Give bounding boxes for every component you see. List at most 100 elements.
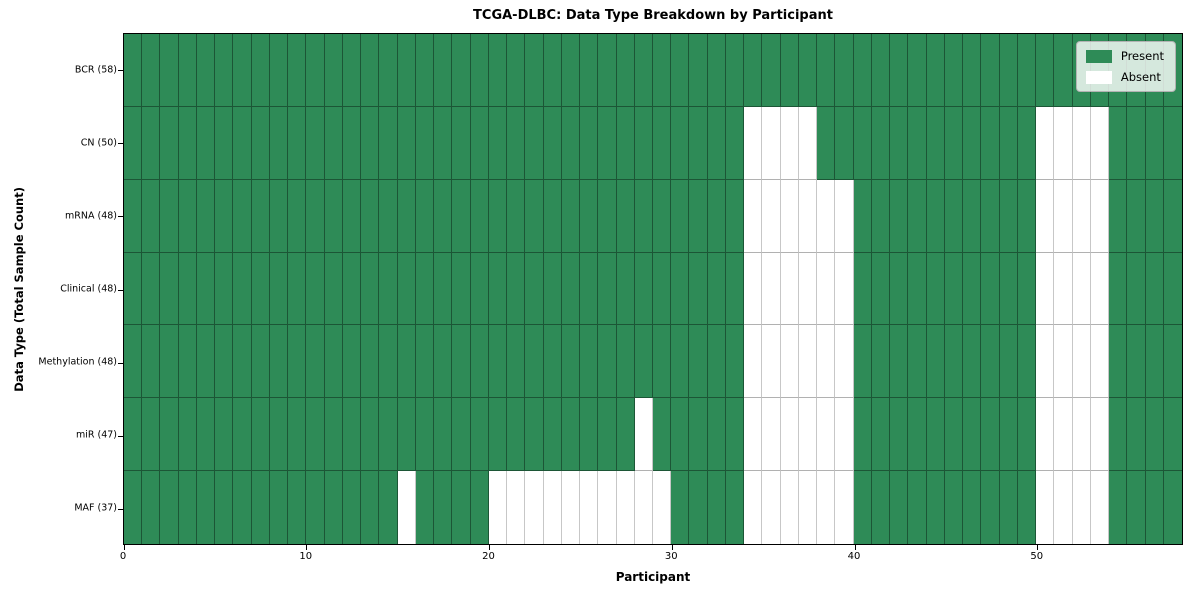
heatmap-cell: [598, 398, 617, 472]
heatmap-cell: [434, 106, 453, 180]
heatmap-cell: [1145, 325, 1164, 399]
heatmap-cell: [817, 471, 836, 544]
heatmap-cell: [798, 106, 818, 180]
heatmap-cell: [689, 179, 708, 253]
heatmap-cell: [269, 34, 289, 107]
heatmap-cell: [1072, 252, 1091, 326]
x-axis-ticks: 0 10 20 30 40 50: [120, 551, 1183, 565]
y-tick-label: CN (50): [80, 137, 117, 149]
heatmap-cell: [926, 34, 945, 107]
heatmap-cell: [835, 252, 854, 326]
heatmap-cell: [689, 398, 708, 472]
heatmap-cell: [798, 179, 818, 253]
heatmap-cell: [178, 471, 197, 544]
y-tick-label: MAF (37): [74, 502, 117, 514]
heatmap-cell: [616, 106, 635, 180]
heatmap-cell: [488, 34, 508, 107]
heatmap-cell: [926, 252, 945, 326]
heatmap-cell: [1072, 179, 1091, 253]
heatmap-cell: [725, 325, 745, 399]
heatmap-cell: [1127, 179, 1146, 253]
heatmap-cell: [725, 471, 745, 544]
heatmap-cell: [124, 398, 143, 472]
heatmap-cell: [233, 179, 252, 253]
heatmap-cell: [908, 471, 927, 544]
heatmap-cell: [324, 179, 343, 253]
heatmap-cell: [817, 325, 836, 399]
heatmap-cell: [1163, 252, 1182, 326]
heatmap-cell: [780, 252, 799, 326]
heatmap-cell: [379, 106, 398, 180]
heatmap-cell: [178, 398, 197, 472]
heatmap-cell: [306, 252, 325, 326]
heatmap-cell: [762, 398, 781, 472]
heatmap-cell: [780, 471, 799, 544]
heatmap-cell: [926, 179, 945, 253]
heatmap-cell: [251, 471, 270, 544]
heatmap-cell: [1054, 106, 1073, 180]
heatmap-cell: [507, 398, 526, 472]
heatmap-cell: [452, 325, 471, 399]
heatmap-cell: [744, 325, 763, 399]
heatmap-cell: [379, 252, 398, 326]
heatmap-cell: [598, 34, 617, 107]
x-tick-mark: [306, 545, 308, 550]
heatmap-cell: [671, 252, 690, 326]
heatmap-cell: [598, 471, 617, 544]
heatmap-cell: [580, 471, 599, 544]
heatmap-cell: [908, 34, 927, 107]
heatmap-cell: [178, 106, 197, 180]
heatmap-cell: [689, 325, 708, 399]
heatmap-cell: [762, 325, 781, 399]
heatmap-cell: [1054, 325, 1073, 399]
heatmap-cell: [561, 252, 581, 326]
heatmap-cell: [707, 398, 726, 472]
heatmap-cell: [1127, 398, 1146, 472]
heatmap-cell: [981, 34, 1000, 107]
heatmap-cell: [288, 471, 307, 544]
heatmap-cell: [543, 106, 562, 180]
heatmap-cell: [306, 471, 325, 544]
heatmap-cell: [580, 398, 599, 472]
heatmap-cell: [1145, 252, 1164, 326]
heatmap-cell: [762, 179, 781, 253]
heatmap-cell: [1036, 252, 1055, 326]
y-tick-label: miR (47): [75, 429, 117, 441]
heatmap-cell: [780, 398, 799, 472]
heatmap-cell: [434, 471, 453, 544]
heatmap-cell: [525, 471, 544, 544]
heatmap-cell: [707, 325, 726, 399]
heatmap-cell: [652, 471, 672, 544]
heatmap-cell: [251, 398, 270, 472]
heatmap-cell: [488, 325, 508, 399]
heatmap-cell: [561, 471, 581, 544]
heatmap-cell: [160, 398, 179, 472]
heatmap-cell: [415, 179, 435, 253]
heatmap-cell: [507, 34, 526, 107]
heatmap-cell: [196, 34, 216, 107]
heatmap-cell: [124, 34, 143, 107]
x-tick-mark: [123, 545, 125, 550]
heatmap-cell: [871, 34, 891, 107]
chart-title: TCGA-DLBC: Data Type Breakdown by Partic…: [473, 8, 833, 23]
heatmap-cell: [1145, 471, 1164, 544]
heatmap-cell: [306, 34, 325, 107]
heatmap-cell: [1145, 179, 1164, 253]
heatmap-cell: [543, 398, 562, 472]
heatmap-cell: [1036, 325, 1055, 399]
heatmap-cell: [926, 471, 945, 544]
heatmap-cell: [1036, 471, 1055, 544]
heatmap-cell: [342, 398, 362, 472]
heatmap-cell: [780, 325, 799, 399]
heatmap-cell: [324, 252, 343, 326]
heatmap-cell: [215, 471, 234, 544]
heatmap-cell: [160, 106, 179, 180]
heatmap-cell: [1109, 179, 1128, 253]
heatmap-cell: [452, 471, 471, 544]
heatmap-cell: [525, 34, 544, 107]
heatmap-cell: [233, 34, 252, 107]
heatmap-cell: [634, 471, 653, 544]
heatmap-cell: [652, 179, 672, 253]
y-tick-label: mRNA (48): [65, 210, 117, 222]
